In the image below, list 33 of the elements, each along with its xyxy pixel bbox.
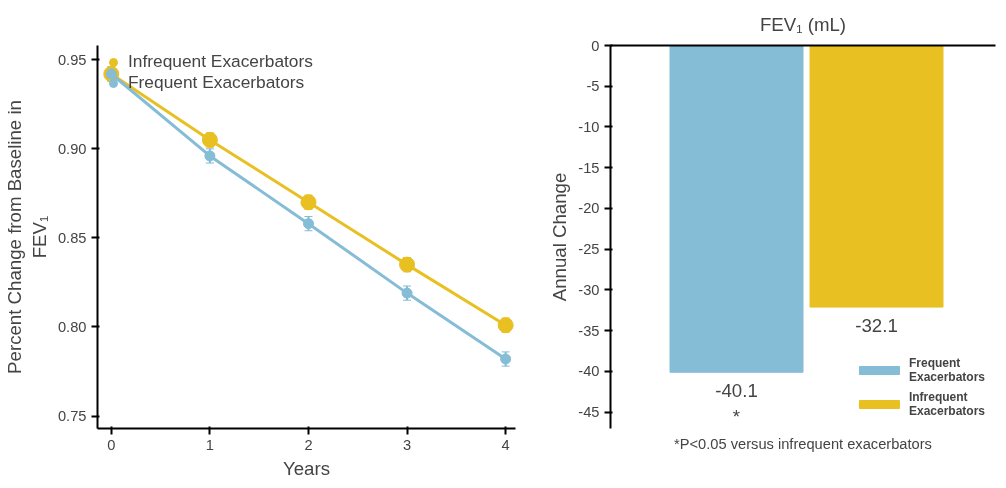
x-tick-label: 3 — [402, 436, 412, 453]
data-label: -40.1 — [715, 380, 758, 402]
x-tick-label: 1 — [205, 436, 214, 453]
legend-label: Infrequent Exacerbators — [128, 51, 313, 72]
data-label: -32.1 — [855, 315, 898, 337]
y-axis-title: Percent Change from Baseline in FEV₁ — [3, 100, 50, 374]
y-tick-label: -5 — [586, 78, 600, 95]
y-tick-label: 0.85 — [57, 229, 87, 246]
y-tick-label: 0.75 — [57, 408, 87, 425]
x-tick-label: 4 — [501, 436, 510, 453]
chart-title: FEV₁ (mL) — [759, 13, 847, 35]
y-tick-label: -15 — [578, 159, 600, 176]
y-tick-label: -25 — [578, 241, 600, 258]
y-tick-label: 0.80 — [57, 318, 87, 335]
y-tick-label: -35 — [578, 322, 600, 339]
y-tick-label: -20 — [578, 200, 600, 217]
legend-label: Infrequent Exacerbators — [908, 390, 985, 418]
y-tick-label: 0.90 — [57, 140, 87, 157]
y-tick-label: 0 — [591, 37, 600, 54]
point — [201, 131, 218, 148]
annotation: * — [732, 406, 741, 428]
y-tick-label: -40 — [578, 363, 600, 380]
x-tick-label: 0 — [107, 436, 116, 453]
y-tick-label: 0.95 — [57, 51, 87, 68]
legend-label: Frequent Exacerbators — [128, 72, 305, 93]
y-tick-label: -45 — [578, 404, 600, 421]
x-axis-title: Years — [282, 457, 331, 479]
y-tick-label: -10 — [578, 118, 600, 135]
x-tick-label: 2 — [304, 436, 313, 453]
legend-label: Frequent Exacerbators — [908, 356, 985, 384]
y-tick-label: -30 — [578, 281, 600, 298]
text: *P<0.05 versus infrequent exacerbators — [674, 435, 932, 452]
y-axis-title: Annual Change — [549, 172, 571, 302]
